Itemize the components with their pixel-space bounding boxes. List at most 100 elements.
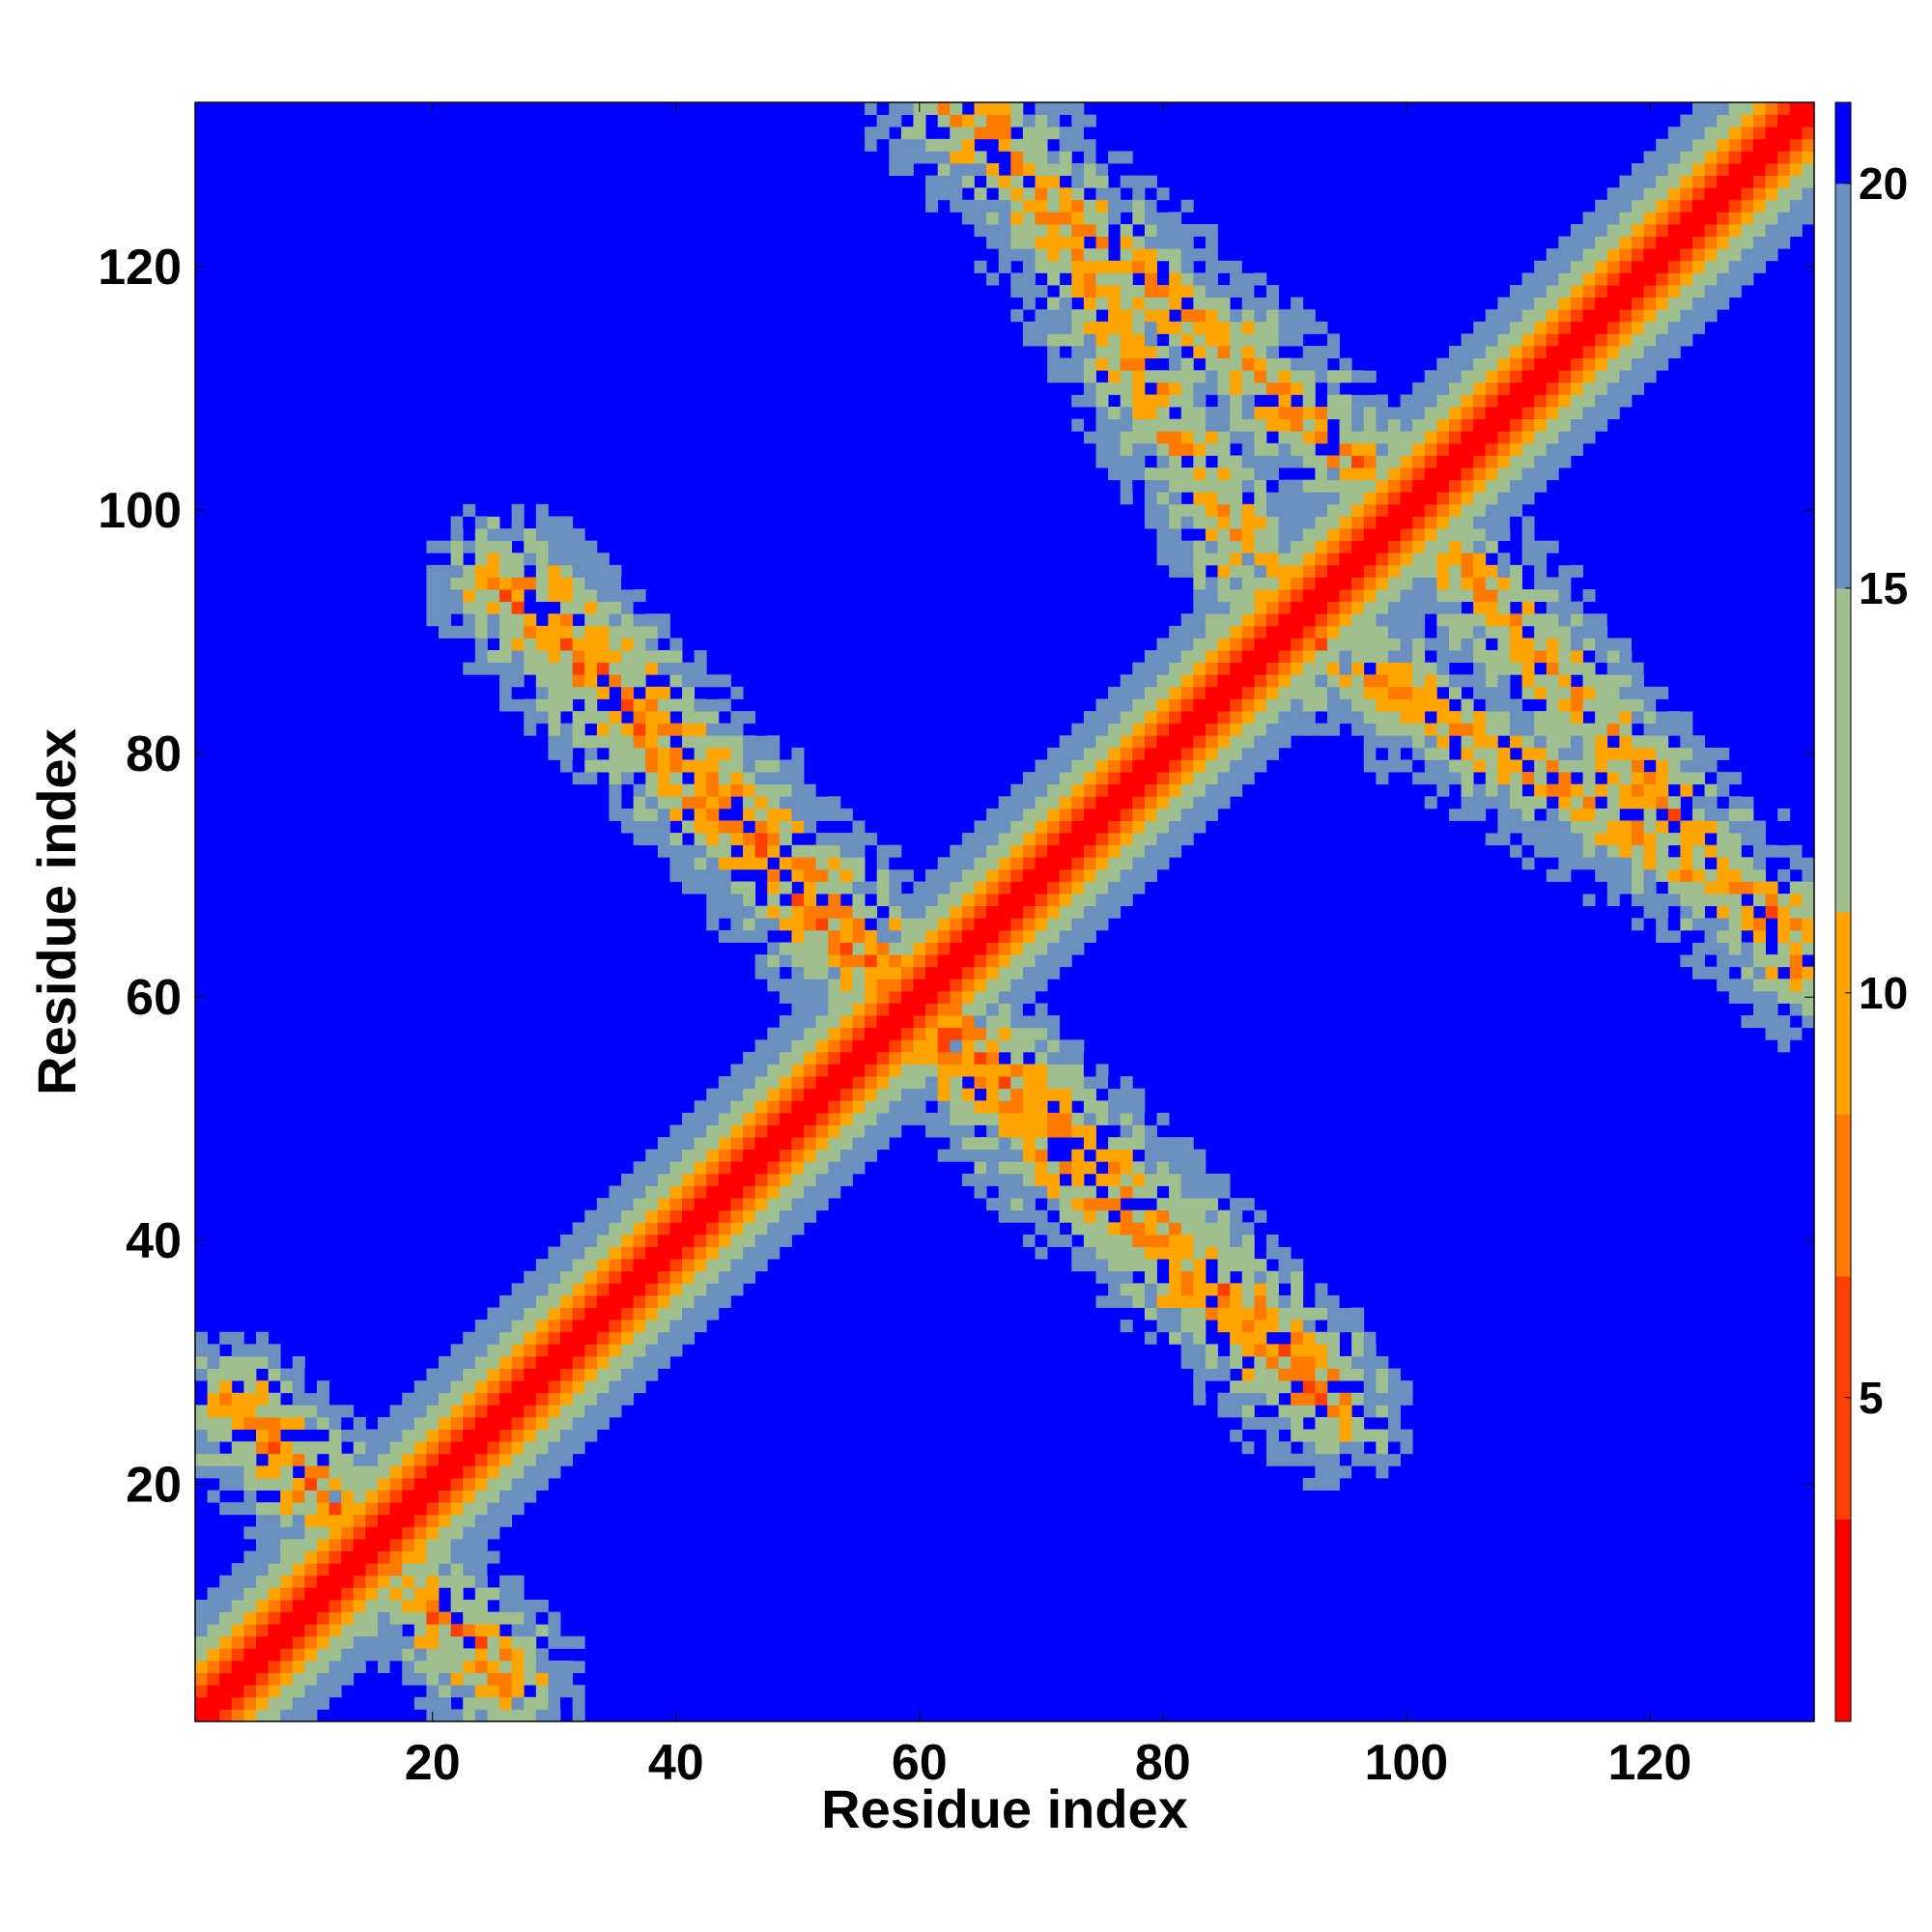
heatmap-cell (1606, 407, 1620, 420)
heatmap-cell (487, 1660, 500, 1673)
heatmap-cell (1521, 638, 1535, 651)
heatmap-cell (1254, 613, 1267, 627)
heatmap-cell (231, 1441, 244, 1455)
heatmap-cell (1241, 662, 1255, 675)
heatmap-cell (256, 1429, 270, 1442)
heatmap-cell (1071, 175, 1085, 188)
heatmap-cell (1643, 820, 1657, 834)
heatmap-cell (645, 1259, 659, 1272)
heatmap-cell (1400, 1380, 1413, 1394)
heatmap-cell (889, 918, 902, 931)
heatmap-cell (1071, 1161, 1085, 1175)
heatmap-cell (1570, 638, 1583, 651)
heatmap-cell (998, 918, 1011, 931)
heatmap-cell (609, 1344, 622, 1357)
heatmap-cell (1534, 625, 1548, 639)
heatmap-cell (1217, 333, 1231, 347)
heatmap-cell (1120, 881, 1133, 895)
heatmap-cell (474, 1355, 488, 1369)
heatmap-cell (1387, 759, 1401, 773)
heatmap-cell (1631, 844, 1644, 858)
heatmap-cell (487, 1331, 500, 1345)
heatmap-cell (1643, 260, 1657, 273)
heatmap-cell (1120, 248, 1133, 262)
heatmap-cell (280, 1416, 294, 1430)
heatmap-cell (1582, 321, 1596, 334)
heatmap-cell (499, 540, 513, 554)
heatmap-cell (889, 138, 902, 152)
heatmap-cell (682, 1307, 696, 1321)
heatmap-cell (1217, 759, 1231, 773)
heatmap-cell (1570, 224, 1583, 238)
heatmap-cell (1241, 1405, 1255, 1418)
heatmap-cell (1193, 650, 1207, 664)
heatmap-cell (804, 1137, 817, 1151)
heatmap-cell (852, 833, 866, 846)
heatmap-cell (743, 929, 756, 943)
heatmap-cell (353, 1526, 366, 1540)
heatmap-cell (596, 577, 610, 590)
heatmap-cell (463, 1599, 476, 1612)
heatmap-cell (828, 954, 841, 968)
heatmap-cell (548, 1307, 561, 1321)
heatmap-cell (243, 1635, 257, 1649)
heatmap-cell (560, 1259, 574, 1272)
heatmap-cell (378, 1624, 391, 1637)
heatmap-cell (865, 881, 878, 895)
heatmap-cell (1035, 1246, 1048, 1260)
heatmap-cell (1156, 844, 1170, 858)
heatmap-cell (718, 1270, 731, 1284)
heatmap-cell (365, 1563, 379, 1577)
heatmap-cell (1156, 833, 1170, 846)
heatmap-cell (1156, 516, 1170, 529)
heatmap-cell (1278, 735, 1292, 749)
heatmap-cell (1570, 747, 1583, 760)
heatmap-cell (426, 1477, 440, 1491)
heatmap-cell (1351, 711, 1365, 724)
heatmap-cell (474, 1502, 488, 1516)
heatmap-cell (1083, 1051, 1096, 1065)
heatmap-cell (195, 1344, 208, 1357)
heatmap-cell (1546, 260, 1559, 273)
heatmap-cell (998, 1149, 1011, 1162)
heatmap-cell (1436, 455, 1450, 469)
heatmap-cell (1193, 455, 1207, 469)
heatmap-cell (694, 1112, 707, 1125)
heatmap-cell (1010, 151, 1024, 164)
heatmap-cell (937, 979, 951, 992)
heatmap-cell (889, 868, 902, 882)
heatmap-cell (1521, 796, 1535, 810)
heatmap-cell (1667, 199, 1681, 213)
heatmap-cell (560, 1270, 574, 1284)
heatmap-cell (560, 601, 574, 614)
heatmap-cell (1606, 650, 1620, 664)
heatmap-cell (779, 1124, 792, 1138)
heatmap-cell (1400, 601, 1413, 614)
heatmap-cell (487, 1648, 500, 1662)
heatmap-cell (1156, 638, 1170, 651)
heatmap-cell (1217, 589, 1231, 603)
heatmap-cell (743, 808, 756, 821)
heatmap-cell (1193, 686, 1207, 699)
heatmap-cell (730, 783, 744, 797)
heatmap-cell (1461, 553, 1474, 566)
heatmap-cell (925, 990, 939, 1004)
heatmap-cell (865, 979, 878, 992)
heatmap-cell (743, 844, 756, 858)
heatmap-cell (621, 1294, 635, 1308)
heatmap-cell (1680, 309, 1693, 323)
heatmap-cell (1144, 783, 1157, 797)
heatmap-cell (1291, 442, 1304, 456)
heatmap-cell (852, 918, 866, 931)
heatmap-cell (1619, 698, 1633, 712)
heatmap-cell (450, 553, 464, 566)
heatmap-cell (815, 1198, 829, 1211)
heatmap-cell (1619, 309, 1633, 323)
heatmap-cell (669, 1307, 683, 1321)
heatmap-cell (1326, 346, 1340, 359)
heatmap-cell (304, 1441, 318, 1455)
heatmap-cell (1497, 564, 1511, 578)
heatmap-cell (730, 1283, 744, 1296)
heatmap-cell (353, 1563, 366, 1577)
heatmap-cell (1461, 589, 1474, 603)
